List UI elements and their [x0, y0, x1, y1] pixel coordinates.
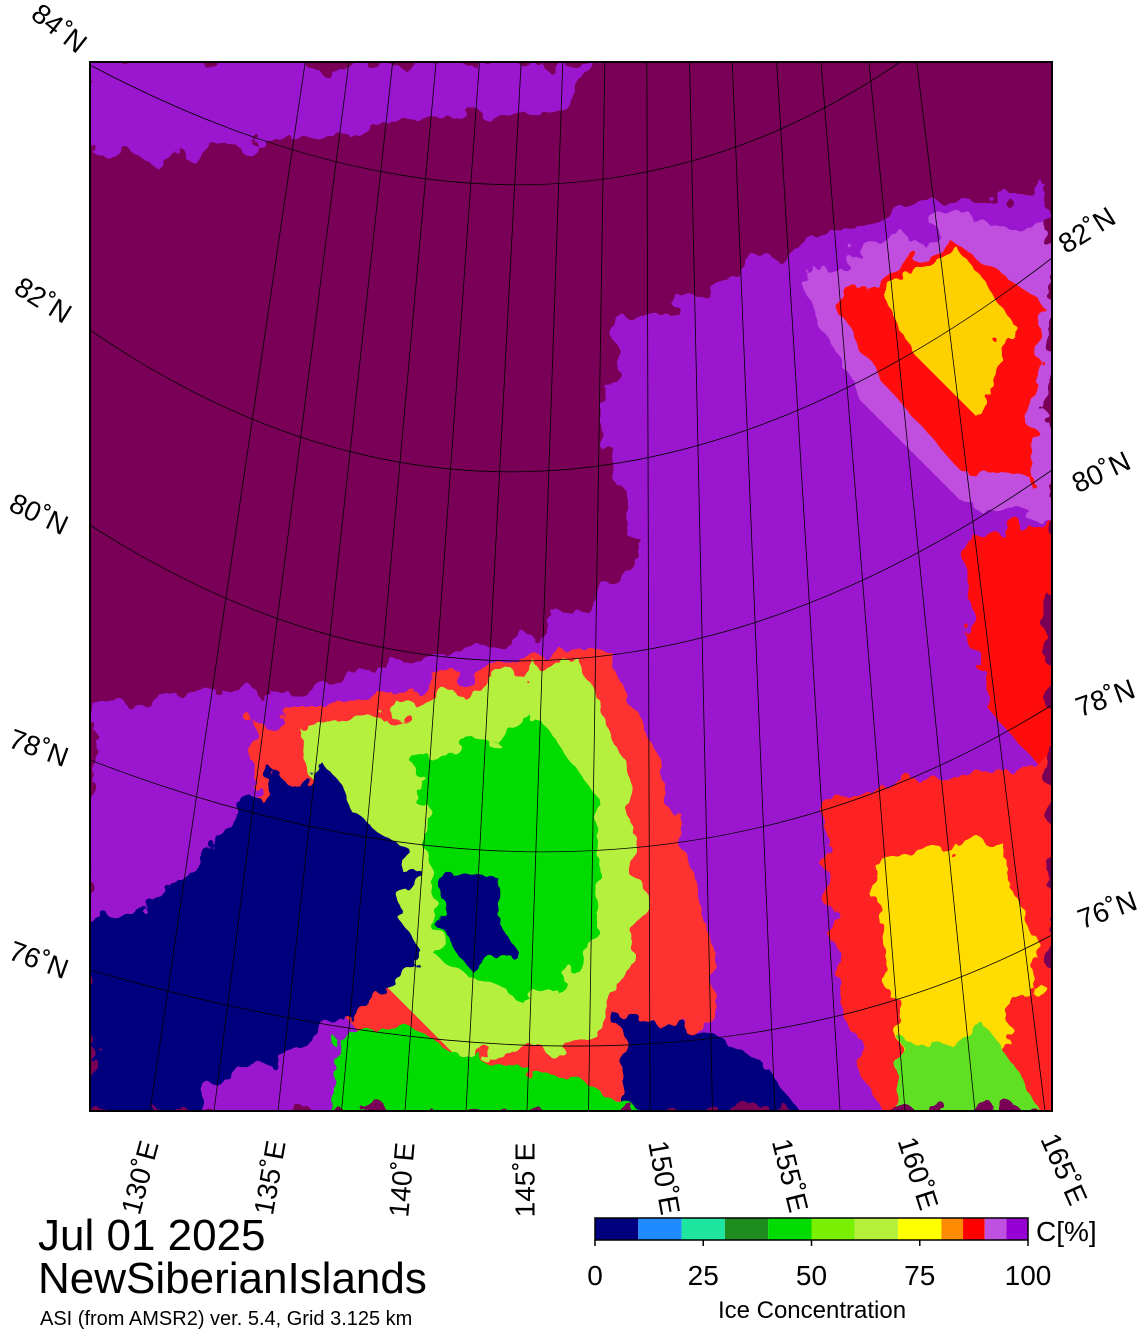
- lon-label: 135˚E: [248, 1138, 292, 1217]
- colorbar-segment: [941, 1218, 964, 1240]
- colorbar-tick-label: 25: [688, 1260, 719, 1291]
- meridian: [689, 62, 713, 1111]
- colorbar-tick-label: 100: [1005, 1260, 1052, 1291]
- meridian: [588, 62, 606, 1111]
- lat-label: 78˚N: [1071, 673, 1139, 723]
- parallel: [90, 257, 1052, 473]
- lon-label: 130˚E: [115, 1137, 164, 1217]
- meridian: [213, 62, 350, 1111]
- colorbar-segment: [963, 1218, 985, 1240]
- parallel: [90, 62, 901, 186]
- colorbar-segment: [811, 1218, 855, 1240]
- colorbar-segment: [595, 1218, 639, 1240]
- colorbar-segment: [898, 1218, 942, 1240]
- parallel: [90, 704, 1052, 853]
- colorbar-segment: [681, 1218, 725, 1240]
- lat-label: 84˚N: [26, 0, 93, 59]
- meridian: [776, 62, 841, 1111]
- meridian: [868, 62, 976, 1111]
- lon-label: 140˚E: [383, 1141, 420, 1218]
- meridian: [731, 62, 776, 1111]
- colorbar-label: Ice Concentration: [718, 1297, 906, 1324]
- meridian: [646, 62, 651, 1111]
- lat-label: 82˚N: [9, 271, 77, 329]
- meridian: [277, 62, 394, 1111]
- colorbar-tick-label: 50: [796, 1260, 827, 1291]
- parallel: [90, 934, 1052, 1047]
- colorbar-tick-label: 75: [904, 1260, 935, 1291]
- lat-label: 80˚N: [5, 487, 73, 541]
- meridian: [341, 62, 437, 1111]
- ice-map: [90, 62, 1052, 1111]
- lon-label: 165˚E: [1035, 1129, 1094, 1210]
- region: NewSiberianIslands: [38, 1254, 427, 1303]
- meridian: [526, 62, 564, 1111]
- meridian: [465, 62, 522, 1111]
- lat-label: 76˚N: [5, 935, 73, 985]
- colorbar-tick-label: 0: [587, 1260, 603, 1291]
- colorbar-segment: [1006, 1218, 1028, 1240]
- graticule: [90, 62, 1052, 1111]
- lat-label: 76˚N: [1073, 885, 1141, 935]
- colorbar-segment: [984, 1218, 1007, 1240]
- colorbar-segment: [724, 1218, 769, 1240]
- source: ASI (from AMSR2) ver. 5.4, Grid 3.125 km: [40, 1308, 412, 1330]
- meridian: [404, 62, 480, 1111]
- lon-label: 155˚E: [766, 1135, 814, 1215]
- lat-label: 80˚N: [1067, 445, 1135, 499]
- date: Jul 01 2025: [38, 1211, 266, 1260]
- lat-label: 78˚N: [5, 723, 73, 773]
- colorbar-unit: C[%]: [1036, 1216, 1097, 1247]
- lon-label: 150˚E: [642, 1138, 686, 1217]
- lon-label: 145˚E: [509, 1143, 540, 1218]
- meridian: [149, 62, 306, 1111]
- colorbar-segment: [768, 1218, 812, 1240]
- lat-label: 82˚N: [1053, 201, 1121, 259]
- colorbar-segment: [854, 1218, 899, 1240]
- meridian: [820, 62, 906, 1111]
- lon-label: 160˚E: [892, 1133, 945, 1214]
- meridian: [916, 62, 1046, 1111]
- colorbar-segment: [638, 1218, 682, 1240]
- map-frame: [89, 61, 1053, 1112]
